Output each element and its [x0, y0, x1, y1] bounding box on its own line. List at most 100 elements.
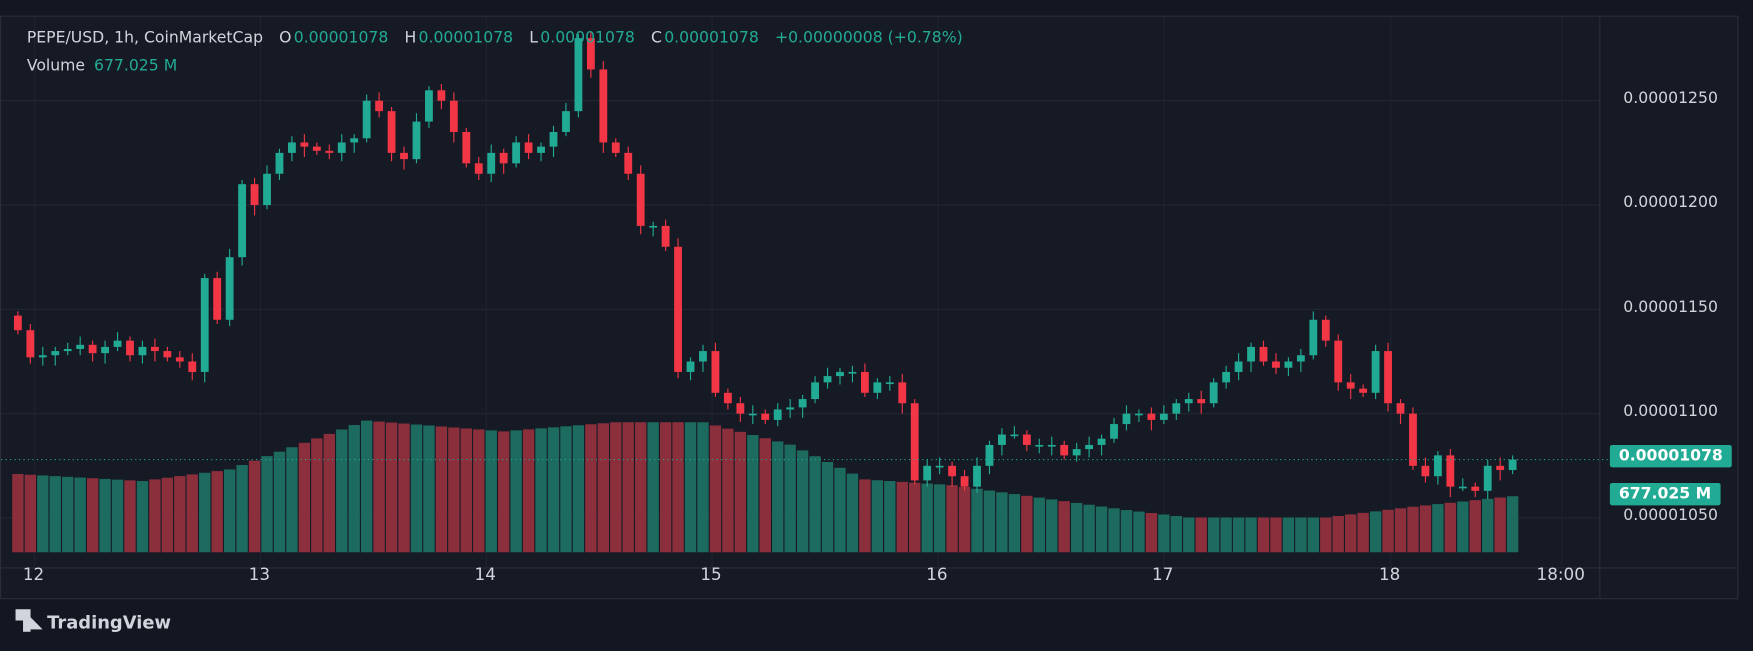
candle-body	[1135, 413, 1143, 416]
volume-bar	[311, 438, 323, 553]
volume-bar	[1058, 501, 1070, 553]
candle-body	[599, 69, 608, 143]
candle-body	[798, 399, 807, 408]
close-value: 0.00001078	[664, 29, 759, 47]
volume-bar	[1046, 499, 1058, 553]
candle-body	[1346, 382, 1355, 389]
volume-bar	[273, 451, 286, 553]
high-label: H	[404, 29, 417, 47]
volume-bar	[111, 479, 124, 553]
volume-bar	[821, 462, 834, 553]
volume-bar	[1357, 512, 1369, 553]
volume-bar	[859, 479, 871, 553]
volume-bar	[635, 422, 647, 553]
volume-bar	[896, 481, 908, 553]
candle-body	[88, 344, 97, 354]
candle-body	[1421, 465, 1430, 477]
candle-body	[1296, 355, 1305, 362]
volume-bar	[1195, 517, 1207, 553]
volume-bar	[834, 467, 846, 553]
volume-bar	[1133, 511, 1145, 553]
candle-body	[1147, 413, 1156, 420]
symbol-title[interactable]: PEPE/USD, 1h, CoinMarketCap	[26, 29, 264, 47]
volume-bar	[622, 422, 634, 553]
candle-body	[1184, 399, 1193, 404]
volume-bar	[909, 482, 921, 553]
candle-body	[761, 413, 770, 420]
volume-bar	[1432, 504, 1444, 553]
volume-bar	[211, 471, 223, 553]
candle-body	[686, 361, 695, 372]
candle-body	[836, 371, 844, 377]
candle-body	[1172, 403, 1181, 414]
volume-bar	[1108, 508, 1120, 553]
volume-bar	[473, 429, 485, 553]
tradingview-logo[interactable]: ▜◣ TradingView	[16, 610, 171, 632]
candle-body	[512, 142, 521, 164]
candle-body	[973, 465, 981, 487]
candle-body	[1321, 319, 1330, 341]
candle-body	[1483, 465, 1492, 491]
candle-body	[425, 90, 433, 122]
volume-bar	[1021, 495, 1033, 553]
price-plot[interactable]	[1, 16, 1738, 599]
volume-bar	[996, 492, 1008, 553]
volume-bar	[1407, 506, 1419, 553]
volume-bar	[734, 431, 747, 553]
volume-bar	[385, 422, 398, 553]
brand-name: TradingView	[47, 610, 172, 633]
candle-body	[524, 142, 533, 153]
volume-bar	[199, 472, 211, 553]
volume-bar	[124, 480, 136, 553]
candle-body	[848, 371, 857, 374]
volume-bar	[1008, 494, 1021, 553]
candle-body	[736, 403, 745, 414]
candle-body	[1396, 403, 1405, 414]
candle-body	[150, 346, 159, 352]
price-tick-label: 0.00001100	[1623, 402, 1718, 421]
volume-bar	[149, 479, 161, 553]
price-tick-label: 0.00001250	[1623, 89, 1718, 108]
volume-bar	[323, 433, 335, 553]
volume-bar	[1257, 517, 1270, 553]
candle-body	[474, 163, 483, 174]
candle-body	[910, 403, 919, 481]
volume-bar	[871, 480, 884, 553]
open-label: O	[279, 29, 292, 47]
candle-body	[1384, 351, 1392, 404]
volume-bar	[398, 423, 410, 553]
chart-pane[interactable]	[0, 15, 1739, 600]
volume-bar	[1245, 517, 1257, 553]
candle-body	[126, 340, 134, 356]
volume-bar	[37, 475, 49, 553]
volume-bar	[12, 474, 24, 553]
candle-body	[773, 409, 782, 420]
volume-label: Volume	[26, 57, 86, 75]
volume-bar	[684, 422, 697, 553]
candle-body	[674, 246, 682, 372]
volume-bar	[86, 478, 99, 553]
candle-body	[76, 344, 85, 349]
candle-body	[649, 225, 658, 228]
candle-body	[624, 152, 633, 174]
volume-bar	[136, 481, 149, 553]
volume-bar	[161, 477, 174, 553]
candle-body	[1072, 449, 1081, 456]
volume-bar	[485, 430, 497, 553]
volume-bar	[1120, 510, 1133, 553]
volume-bar	[298, 442, 311, 553]
candle-body	[574, 38, 583, 112]
candle-body	[661, 225, 670, 247]
candle-body	[748, 413, 757, 416]
volume-bar	[1295, 517, 1307, 553]
candle-body	[26, 330, 35, 358]
volume-bar	[1095, 506, 1108, 553]
volume-bar	[796, 450, 809, 553]
ohlc-legend: PEPE/USD, 1h, CoinMarketCap O 0.00001078 …	[27, 29, 965, 47]
candle-body	[1010, 434, 1019, 437]
volume-bar	[460, 428, 472, 553]
volume-bar	[1332, 515, 1344, 553]
candle-body	[1433, 455, 1442, 477]
volume-bar	[722, 428, 734, 553]
volume-bar	[772, 441, 784, 553]
